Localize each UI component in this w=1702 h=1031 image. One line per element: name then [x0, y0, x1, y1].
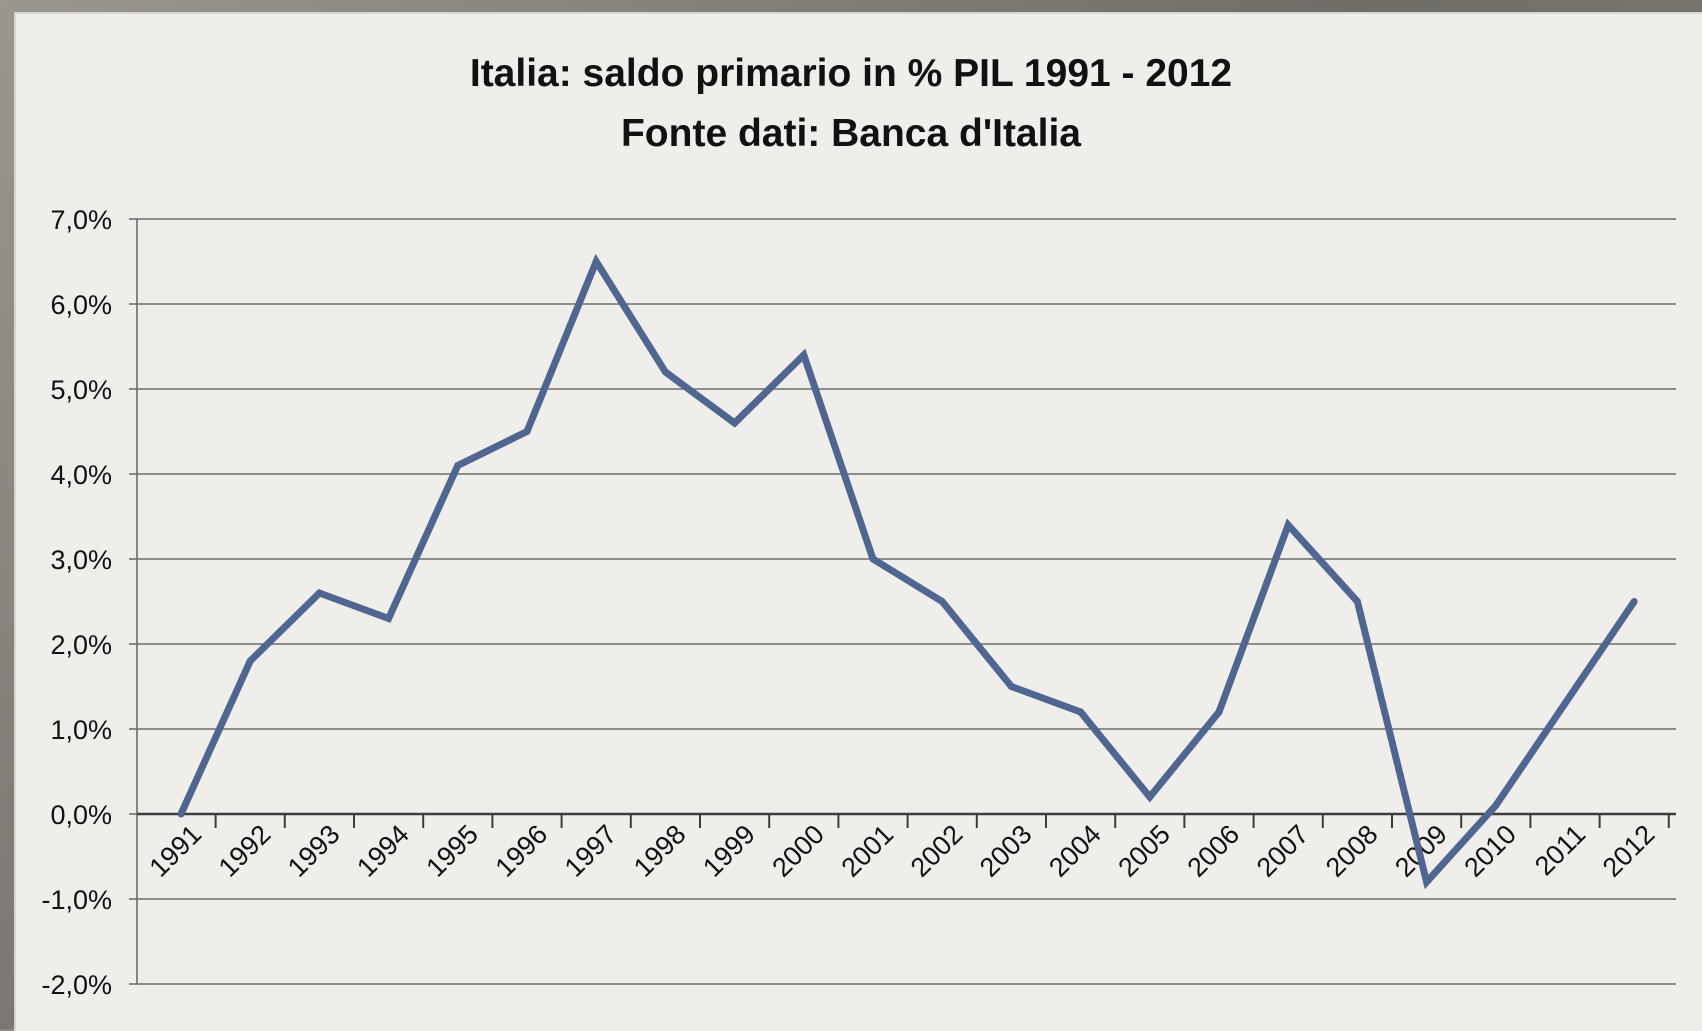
x-tick-label: 1998 — [628, 819, 692, 883]
x-tick-label: 1996 — [490, 819, 554, 883]
data-point — [523, 428, 531, 435]
x-tick-label: 1995 — [420, 819, 484, 883]
y-tick-label: -2,0% — [41, 970, 112, 1000]
data-point — [315, 589, 323, 597]
data-point — [1423, 878, 1431, 886]
data-point — [454, 462, 462, 469]
x-tick-label: 2007 — [1251, 819, 1315, 883]
y-tick-label: 2,0% — [50, 630, 112, 660]
x-tick-label: 2000 — [766, 819, 830, 883]
data-point — [1492, 802, 1500, 809]
data-point — [592, 258, 600, 265]
x-tick-label: 2004 — [1043, 819, 1107, 883]
data-point — [1077, 708, 1085, 716]
y-tick-label: 5,0% — [50, 375, 112, 405]
data-point — [869, 555, 877, 563]
data-point — [1561, 700, 1569, 707]
data-point — [800, 351, 808, 359]
y-tick-label: 6,0% — [50, 290, 112, 320]
data-point — [1215, 708, 1223, 716]
x-tick-label: 1991 — [144, 819, 208, 883]
x-tick-label: 2011 — [1529, 819, 1591, 881]
gridlines — [129, 218, 1676, 985]
x-tick-label: 2012 — [1597, 819, 1661, 883]
x-axis — [136, 219, 1676, 984]
x-tick-label: 1994 — [351, 819, 415, 883]
x-tick-label: 1997 — [559, 819, 623, 883]
y-tick-label: 4,0% — [50, 460, 112, 490]
data-point — [661, 368, 669, 376]
x-tick-label: 2008 — [1320, 819, 1384, 883]
x-tick-label: 1993 — [282, 819, 346, 883]
x-tick-label: 2010 — [1458, 819, 1522, 883]
data-point — [246, 657, 254, 665]
y-tick-label: 0,0% — [50, 800, 112, 830]
y-tick-label: -1,0% — [41, 885, 112, 915]
x-tick-label: 2001 — [836, 819, 900, 883]
data-point — [1007, 683, 1015, 690]
data-point — [1146, 793, 1154, 801]
series-layer — [177, 253, 1638, 890]
data-point — [1284, 521, 1292, 529]
chart-subtitle: Fonte dati: Banca d'Italia — [620, 112, 1081, 155]
x-tick-label: 2002 — [905, 819, 969, 883]
y-tick-label: 3,0% — [50, 545, 112, 575]
data-point — [1353, 598, 1361, 605]
data-point — [1630, 598, 1638, 605]
series-line — [177, 253, 1638, 890]
data-point — [938, 598, 946, 605]
x-tick-label: 2006 — [1182, 819, 1246, 883]
y-axis-tick-labels: 7,0% 6,0% 5,0% 4,0% 3,0% 2,0% 1,0% 0,0% -1,0% -2,… — [41, 205, 112, 1000]
x-tick-label: 1999 — [697, 819, 761, 883]
x-tick-label: 2005 — [1112, 819, 1176, 883]
x-tick-label: 2003 — [974, 819, 1038, 883]
y-tick-label: 1,0% — [50, 715, 112, 745]
y-tick-label: 7,0% — [50, 205, 112, 235]
chart-title: Italia: saldo primario in % PIL 1991 - 2… — [469, 52, 1233, 95]
x-tick-label: 1992 — [213, 819, 277, 883]
data-point — [177, 810, 185, 818]
data-point — [731, 419, 739, 427]
data-point — [385, 615, 393, 622]
